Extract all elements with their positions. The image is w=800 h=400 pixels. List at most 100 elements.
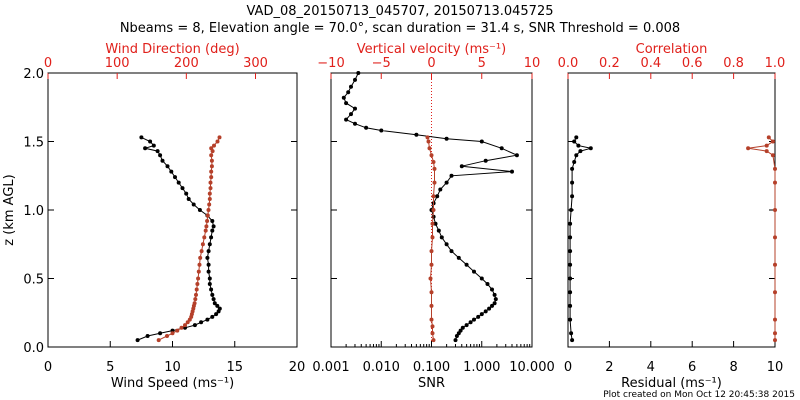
data-point (206, 262, 211, 267)
data-point (570, 166, 575, 171)
data-point (203, 228, 208, 233)
data-point (568, 235, 573, 240)
data-point (170, 331, 175, 336)
data-point (449, 249, 454, 254)
data-point (764, 149, 769, 154)
data-point (143, 146, 148, 151)
data-point (773, 338, 777, 343)
data-point (414, 132, 419, 137)
data-point (578, 149, 583, 154)
data-point (344, 101, 349, 106)
x-tick-label: 2 (605, 360, 613, 375)
data-point (492, 292, 497, 297)
data-point (568, 290, 573, 295)
data-point (139, 135, 144, 140)
data-point (460, 325, 465, 330)
series-line-black (137, 136, 221, 341)
data-point (483, 309, 488, 314)
data-point (432, 180, 437, 185)
data-point (207, 202, 212, 207)
data-point (773, 166, 777, 171)
x-tick-label: 1.000 (463, 360, 500, 375)
data-point (379, 128, 384, 133)
data-point (158, 153, 163, 158)
data-point (444, 242, 449, 247)
data-point (192, 323, 197, 328)
data-point (576, 143, 581, 148)
data-point (431, 160, 436, 164)
top-tick-label: 200 (174, 56, 199, 71)
data-point (427, 146, 432, 151)
data-point (773, 180, 777, 185)
data-point (173, 175, 177, 180)
data-point (425, 135, 430, 140)
data-point (568, 262, 573, 267)
data-point (487, 306, 492, 311)
data-point (766, 135, 771, 140)
top-axis-label: Correlation (636, 42, 708, 57)
data-point (196, 269, 201, 274)
panel-left: 0 5 10 15 20 Wind Speed (ms⁻¹) 0 100 200 300 Wind … (2, 42, 305, 391)
data-point (191, 202, 196, 207)
data-point (568, 303, 573, 308)
data-point (432, 166, 437, 171)
data-point (207, 191, 212, 196)
data-point (431, 194, 436, 199)
panel-frame (47, 72, 298, 348)
x-tick-label: 15 (226, 360, 243, 375)
data-point (499, 146, 504, 151)
data-point (158, 331, 163, 336)
data-point (209, 146, 214, 151)
title-line-1: VAD_08_20150713_045707, 20150713.045725 (247, 4, 554, 19)
data-point (209, 175, 214, 180)
data-point (208, 186, 213, 191)
top-tick-label: 1.0 (765, 56, 786, 71)
data-point (165, 334, 169, 338)
data-point (479, 312, 484, 317)
x-tick-label: 20 (289, 360, 306, 375)
top-tick-label: 0.0 (558, 56, 579, 71)
data-point (572, 160, 577, 164)
data-point (207, 282, 212, 286)
data-point (485, 282, 490, 286)
data-point (217, 135, 222, 140)
data-point (156, 338, 161, 343)
x-tick-label: 0.010 (363, 360, 400, 375)
top-axis-label: Wind Direction (deg) (105, 42, 239, 57)
data-point (479, 139, 484, 144)
data-point (568, 221, 573, 226)
top-axis-label: Vertical velocity (ms⁻¹) (357, 42, 506, 57)
data-point (430, 221, 435, 226)
data-point (430, 331, 435, 336)
data-point (429, 153, 434, 158)
data-point (472, 269, 476, 274)
data-point (472, 317, 476, 322)
data-point (773, 317, 777, 322)
data-point (195, 282, 200, 286)
data-point (169, 169, 174, 174)
data-point (175, 328, 180, 333)
data-point (459, 164, 464, 169)
data-point (490, 287, 494, 292)
data-point (207, 197, 212, 201)
data-point (490, 303, 494, 308)
data-point (574, 135, 579, 140)
data-point (151, 143, 156, 148)
data-point (214, 312, 219, 317)
x-tick-label: 0 (44, 360, 52, 375)
data-point (180, 186, 185, 191)
data-point (570, 338, 575, 343)
data-point (574, 153, 579, 158)
x-tick-label: 10 (767, 360, 784, 375)
x-tick-label: 10.000 (509, 360, 555, 375)
data-point (210, 314, 215, 319)
data-point (176, 180, 181, 185)
data-point (205, 213, 210, 218)
x-axis-label: Wind Speed (ms⁻¹) (111, 376, 234, 391)
data-point (773, 235, 777, 240)
data-point (569, 208, 574, 212)
panel-middle: 0.001 0.010 0.100 1.000 10.000 SNR −10 −5 0 5 10 Ve… (312, 42, 554, 391)
data-point (205, 317, 210, 322)
data-point (364, 125, 369, 130)
x-axis-label: Residual (ms⁻¹) (621, 376, 722, 391)
